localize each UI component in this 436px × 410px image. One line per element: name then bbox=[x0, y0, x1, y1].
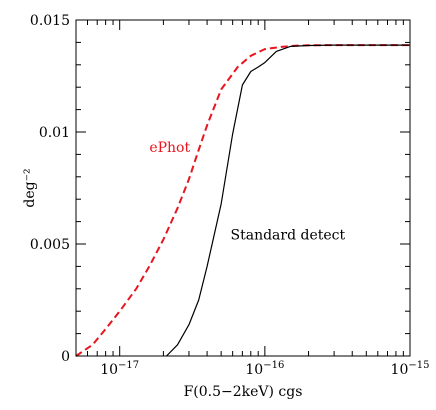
y-tick-label: 0.015 bbox=[30, 13, 70, 29]
minor-ticks bbox=[75, 20, 410, 356]
annotation-label: ePhot bbox=[149, 140, 190, 156]
major-ticks bbox=[76, 19, 411, 357]
plot-frame bbox=[75, 19, 411, 357]
y-tick-label: 0 bbox=[61, 349, 70, 365]
x-tick-label: 10−15 bbox=[391, 360, 430, 378]
x-tick-labels: 10−17 10−16 10−15 bbox=[100, 360, 429, 378]
series-line-standard-detect bbox=[166, 44, 410, 357]
annotation-label: Standard detect bbox=[231, 228, 346, 244]
y-tick-labels: 0 0.005 0.01 0.015 bbox=[30, 13, 70, 365]
x-tick-label: 10−16 bbox=[245, 360, 284, 378]
series-line-ephot bbox=[75, 44, 410, 357]
series-layer bbox=[75, 44, 410, 357]
annotation-layer: ePhot Standard detect bbox=[149, 140, 345, 243]
x-axis-label: F(0.5−2keV) cgs bbox=[184, 384, 303, 400]
y-tick-label: 0.01 bbox=[39, 125, 70, 141]
y-tick-label: 0.005 bbox=[30, 237, 70, 253]
x-tick-label: 10−17 bbox=[100, 360, 139, 378]
y-axis-label: deg⁻² bbox=[22, 168, 38, 207]
